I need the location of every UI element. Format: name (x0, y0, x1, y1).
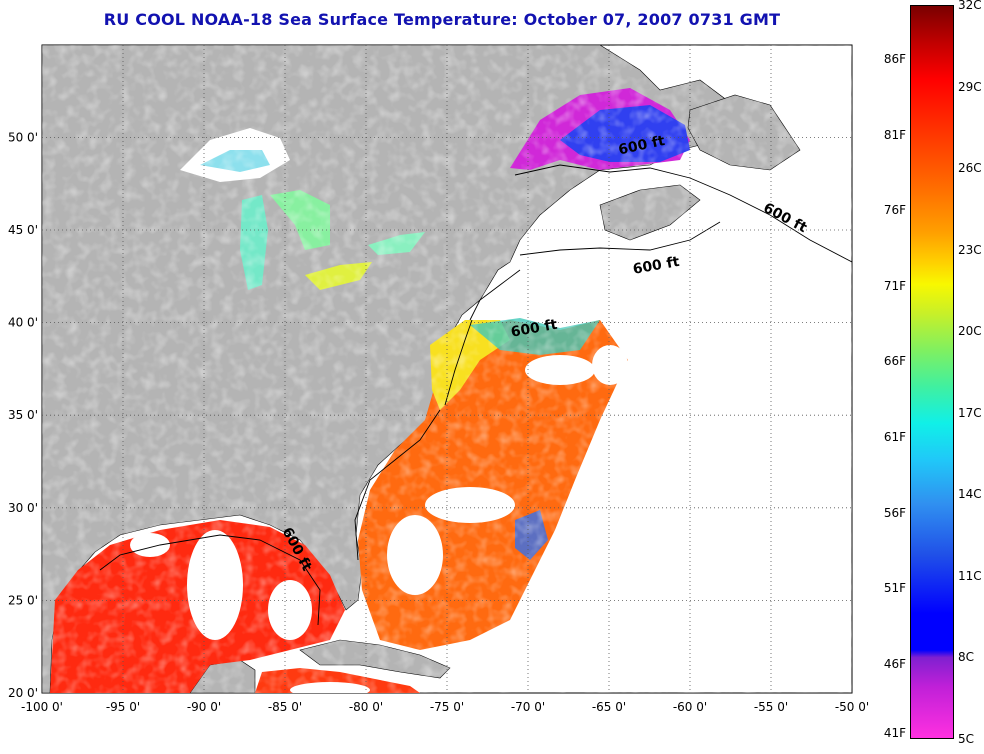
scale-label-celsius: 20C (958, 324, 982, 339)
scale-label-fahrenheit: 56F (883, 505, 906, 520)
scale-label-fahrenheit: 51F (883, 581, 906, 596)
scale-label-fahrenheit: 81F (883, 127, 906, 142)
scale-label-celsius: 8C (958, 650, 975, 665)
x-tick-label: -60 0' (673, 700, 707, 714)
scale-label-fahrenheit: 76F (883, 203, 906, 218)
y-tick-label: 20 0' (8, 686, 38, 700)
x-axis-labels: -100 0' -95 0' -90 0' -85 0' -80 0' -75 0' -70… (21, 700, 869, 714)
x-tick-label: -50 0' (835, 700, 869, 714)
y-tick-label: 30 0' (8, 501, 38, 515)
x-tick-label: -75 0' (430, 700, 464, 714)
scale-label-celsius: 32C (958, 0, 982, 12)
y-axis-labels: 50 0' 45 0' 40 0' 35 0' 30 0' 25 0' 20 0' (8, 130, 38, 700)
scale-label-fahrenheit: 66F (883, 354, 906, 369)
y-tick-label: 25 0' (8, 593, 38, 607)
y-tick-label: 35 0' (8, 408, 38, 422)
color-scale-bar (910, 5, 954, 739)
scale-label-fahrenheit: 86F (883, 52, 906, 66)
scale-label-fahrenheit: 61F (883, 430, 906, 444)
y-tick-label: 50 0' (8, 130, 38, 144)
x-tick-label: -65 0' (592, 700, 626, 714)
x-tick-label: -55 0' (754, 700, 788, 714)
scale-label-celsius: 11C (958, 568, 982, 583)
map-title: RU COOL NOAA-18 Sea Surface Temperature:… (103, 10, 781, 29)
x-tick-label: -90 0' (187, 700, 221, 714)
grid-lines (42, 45, 852, 693)
x-tick-label: -100 0' (21, 700, 63, 714)
scale-label-fahrenheit: 71F (883, 278, 906, 293)
x-tick-label: -95 0' (106, 700, 140, 714)
scale-label-celsius: 26C (958, 161, 982, 176)
scale-label-celsius: 23C (958, 242, 982, 257)
scale-label-fahrenheit: 41F (883, 726, 906, 740)
scale-label-fahrenheit: 46F (883, 656, 906, 671)
scale-label-celsius: 14C (958, 487, 982, 502)
scale-label-celsius: 5C (958, 732, 975, 746)
scale-label-celsius: 17C (958, 405, 982, 420)
x-tick-label: -85 0' (268, 700, 302, 714)
x-tick-label: -70 0' (511, 700, 545, 714)
x-tick-label: -80 0' (349, 700, 383, 714)
y-tick-label: 45 0' (8, 223, 38, 237)
scale-label-celsius: 29C (958, 79, 982, 94)
y-tick-label: 40 0' (8, 316, 38, 330)
